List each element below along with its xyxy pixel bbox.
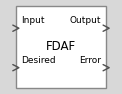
Text: Output: Output	[70, 16, 101, 25]
Text: Desired: Desired	[21, 56, 55, 65]
Text: Input: Input	[21, 16, 44, 25]
Text: FDAF: FDAF	[46, 41, 76, 53]
Bar	[16, 6, 106, 88]
Text: Error: Error	[79, 56, 101, 65]
